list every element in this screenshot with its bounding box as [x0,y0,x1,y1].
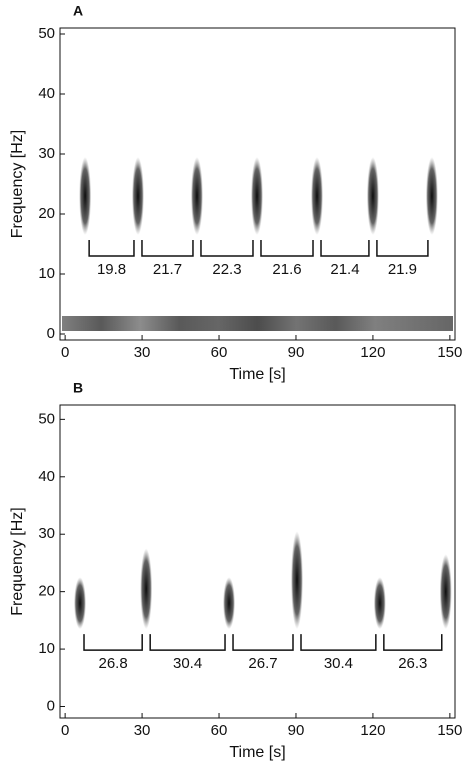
pulse [131,157,144,235]
y-tick-label: 30 [38,525,55,542]
interval-label: 30.4 [324,655,353,672]
x-tick-label: 0 [61,722,69,739]
y-tick-label: 20 [38,205,55,222]
x-tick-label: 0 [61,344,69,361]
plot-frame [59,404,456,719]
pulse [439,554,452,630]
interval-bracket [141,240,194,257]
x-tick-label: 30 [134,722,151,739]
y-tick-label: 40 [38,85,55,102]
y-tick-label: 50 [38,25,55,42]
x-tick-label: 120 [360,344,385,361]
y-tick-label: 10 [38,265,55,282]
plot-frame [59,27,456,341]
x-tick-label: 150 [437,344,462,361]
pulse [79,157,92,235]
y-tick-label: 30 [38,145,55,162]
panel-label: A [73,3,83,19]
interval-label: 26.7 [248,655,277,672]
interval-bracket [320,240,370,257]
low-frequency-band [62,316,453,331]
interval-bracket [200,240,254,257]
x-tick-label: 90 [288,722,305,739]
y-tick-label: 40 [38,468,55,485]
x-tick-label: 120 [360,722,385,739]
x-tick-label: 90 [288,344,305,361]
x-axis-label: Time [s] [229,744,285,761]
x-axis-label: Time [s] [229,366,285,383]
y-tick-label: 50 [38,410,55,427]
pulse [190,157,203,235]
interval-bracket [83,634,143,651]
interval-label: 30.4 [173,655,202,672]
interval-bracket [149,634,226,651]
pulse [291,531,303,630]
pulse [373,577,386,630]
pulse [140,548,153,630]
pulse [223,577,236,630]
interval-label: 19.8 [97,261,126,278]
interval-label: 26.3 [398,655,427,672]
pulse [425,157,438,235]
y-axis-label: Frequency [Hz] [9,130,26,238]
interval-label: 21.6 [272,261,301,278]
interval-bracket [232,634,294,651]
interval-bracket [88,240,135,257]
y-axis-label: Frequency [Hz] [9,507,26,615]
interval-label: 21.7 [153,261,182,278]
pulse [366,157,379,235]
interval-label: 26.8 [98,655,127,672]
x-tick-label: 60 [211,722,228,739]
y-tick-label: 10 [38,640,55,657]
x-tick-label: 60 [211,344,228,361]
interval-bracket [300,634,377,651]
x-tick-label: 30 [134,344,151,361]
interval-label: 21.9 [388,261,417,278]
pulse [250,157,263,235]
pulse [74,577,87,630]
panel-label: B [73,380,83,396]
interval-label: 21.4 [330,261,359,278]
y-tick-label: 0 [47,325,55,342]
interval-bracket [383,634,443,651]
x-tick-label: 150 [437,722,462,739]
interval-bracket [376,240,429,257]
pulse [311,157,324,235]
y-tick-label: 20 [38,583,55,600]
interval-label: 22.3 [212,261,241,278]
interval-bracket [260,240,314,257]
y-tick-label: 0 [47,697,55,714]
